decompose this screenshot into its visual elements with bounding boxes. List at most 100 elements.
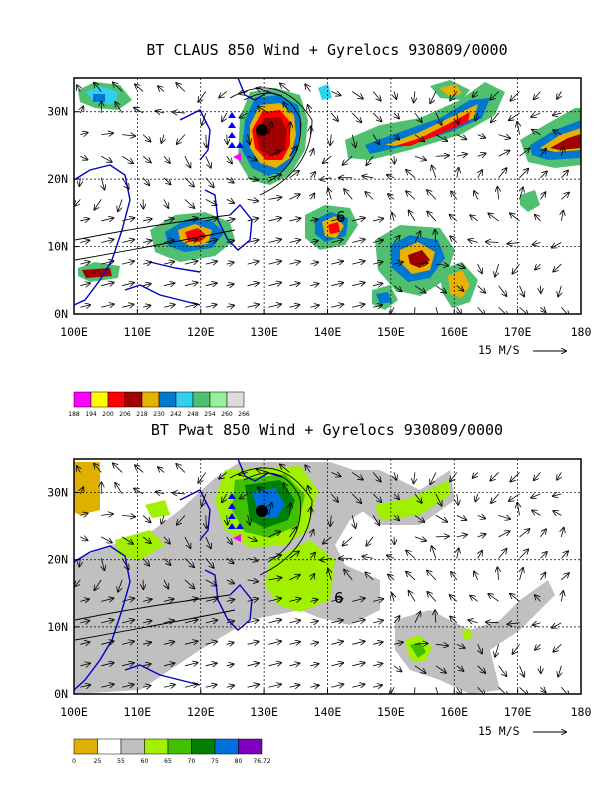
wind-vector [202, 112, 207, 125]
wind-vector [268, 663, 282, 666]
wind-vector [122, 304, 133, 307]
wind-vector [184, 239, 198, 242]
wind-vector [305, 465, 311, 473]
wind-vector [477, 285, 485, 293]
wind-vector [205, 283, 217, 286]
wind-vector [477, 153, 486, 156]
wind-vector [388, 194, 395, 200]
wind-vector [205, 663, 217, 666]
wind-vector [198, 91, 207, 101]
wind-vector [406, 191, 416, 200]
wind-vector [435, 156, 449, 157]
wind-vector [122, 641, 134, 644]
wind-vector [456, 264, 465, 268]
wind-vector [268, 239, 282, 242]
wind-vector [310, 574, 314, 581]
wind-vector [512, 644, 520, 654]
wind-vector [474, 191, 478, 200]
wind-vector [101, 514, 113, 515]
wind-vector [80, 537, 87, 540]
wind-vector [390, 307, 394, 314]
wind-vector [414, 263, 428, 264]
wind-vector [328, 188, 331, 200]
colorbar-cell [97, 738, 122, 755]
wind-vector [247, 663, 259, 666]
wind-vector [222, 112, 227, 121]
wind-vector [268, 578, 282, 580]
wind-vector [331, 620, 342, 623]
wind-vector [490, 472, 499, 480]
wind-vector [435, 264, 448, 265]
wind-vector [352, 515, 355, 528]
wind-vector [226, 155, 232, 163]
colorbar-cell [124, 391, 143, 408]
wind-vector [77, 85, 80, 92]
wind-vector [247, 620, 259, 623]
colorbar-cell [209, 391, 228, 408]
wind-vector [163, 240, 174, 242]
wind-vector [352, 218, 365, 221]
wind-vector [101, 218, 113, 221]
gyre-marker-label: 6 [336, 208, 346, 226]
wind-vector [553, 494, 562, 496]
colorbar-label: 266 [238, 411, 250, 418]
wind-vector [163, 262, 174, 265]
y-tick-label: 20N [47, 172, 68, 186]
wind-vector [198, 472, 207, 482]
wind-vector [373, 642, 383, 644]
wind-vector [497, 187, 498, 200]
panel-claus: BT CLAUS 850 Wind + Gyrelocs 930809/0000 [47, 41, 591, 418]
wind-vector [435, 112, 442, 125]
wind-vector [456, 154, 467, 156]
wind-vector [206, 134, 207, 148]
wind-vector [142, 134, 150, 142]
colorbar-label: 248 [187, 411, 199, 418]
wind-vector [519, 148, 530, 157]
wind-vector [535, 595, 541, 602]
x-tick-label: 160E [440, 325, 468, 339]
wind-vector [226, 305, 234, 307]
wind-vector [158, 86, 165, 91]
wind-vector [268, 197, 282, 199]
wind-vector [122, 218, 134, 221]
wind-vector [519, 665, 525, 677]
storm-center-marker-2 [256, 505, 268, 517]
wind-vector [498, 151, 510, 157]
wind-vector [184, 579, 194, 589]
colorbar-label: 55 [117, 758, 125, 765]
wind-vector [268, 555, 282, 558]
wind-vector [498, 285, 507, 296]
wind-vector [561, 551, 568, 559]
wind-vector [205, 598, 218, 601]
wind-vector [80, 156, 87, 159]
wind-vector [436, 307, 440, 314]
wind-vector [414, 612, 420, 624]
wind-vector [456, 285, 464, 291]
panel-2-title: BT Pwat 850 Wind + Gyrelocs 930809/0000 [151, 421, 503, 439]
wind-vector [372, 112, 381, 121]
wind-vector [553, 644, 562, 651]
wind-vector [164, 579, 168, 589]
wind-vector [122, 598, 134, 601]
wind-vector [331, 261, 343, 264]
wind-vector [486, 242, 499, 243]
wind-vector [414, 134, 424, 142]
wind-vector [478, 170, 482, 178]
wind-vector [308, 105, 311, 114]
wind-vector [331, 684, 343, 687]
wind-vector [80, 305, 90, 307]
wind-vector [163, 642, 174, 645]
wind-vector [519, 549, 529, 559]
wind-vector [289, 685, 299, 687]
y-tick-label: 30N [47, 486, 68, 500]
wind-vector [163, 283, 174, 286]
wind-vector [531, 494, 541, 498]
claus-shading [78, 80, 581, 310]
colorbar-cell [144, 738, 169, 755]
wind-vector [532, 510, 541, 516]
wind-vector [352, 684, 364, 687]
wind-vector [435, 230, 436, 243]
wind-vector [227, 515, 228, 524]
wind-vector [142, 664, 151, 666]
